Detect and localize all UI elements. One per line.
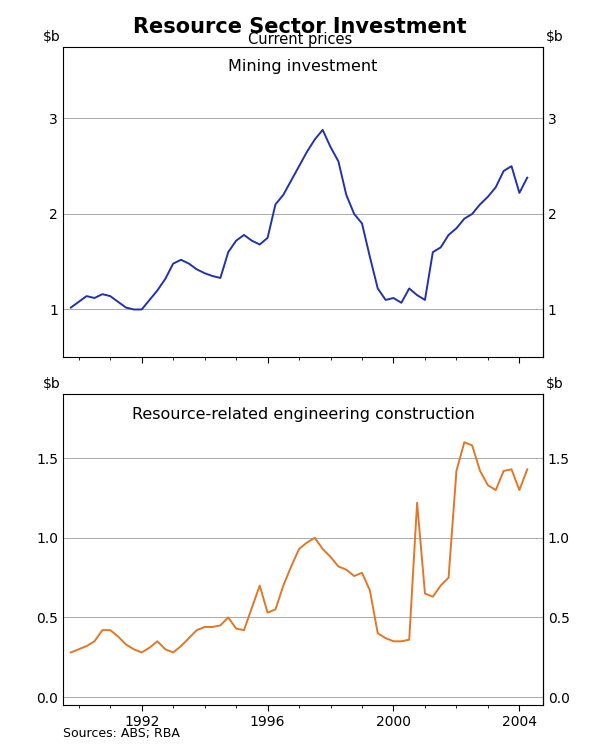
Text: Mining investment: Mining investment: [229, 59, 377, 74]
Text: Current prices: Current prices: [248, 32, 352, 48]
Text: Resource Sector Investment: Resource Sector Investment: [133, 17, 467, 37]
Text: $b: $b: [43, 29, 61, 44]
Text: $b: $b: [43, 378, 61, 391]
Text: Sources: ABS; RBA: Sources: ABS; RBA: [63, 728, 180, 740]
Text: $b: $b: [545, 378, 563, 391]
Text: $b: $b: [545, 29, 563, 44]
Text: Resource-related engineering construction: Resource-related engineering constructio…: [131, 407, 475, 422]
